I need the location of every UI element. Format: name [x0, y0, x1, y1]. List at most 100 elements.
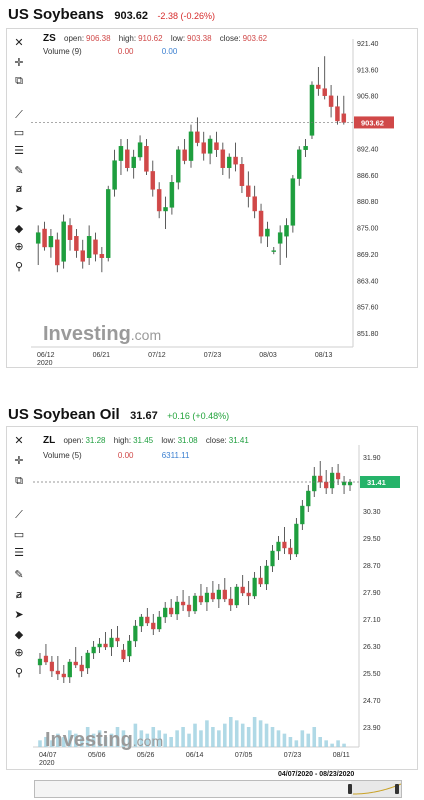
- investing-watermark: Investing.com: [45, 729, 163, 752]
- navigator-scrollbar[interactable]: [34, 780, 402, 798]
- y-tick-label: 24.70: [363, 698, 381, 705]
- high-value: 910.62: [138, 34, 163, 43]
- candle-body: [109, 637, 114, 648]
- crosshair-icon[interactable]: ✛: [14, 56, 24, 69]
- candle-body: [118, 145, 124, 161]
- price-change: -2.38 (-0.26%): [157, 11, 215, 21]
- x-tick-label: 06/21: [93, 352, 111, 359]
- close-icon[interactable]: ✕: [14, 36, 24, 49]
- volume-bar: [217, 730, 221, 747]
- close-icon[interactable]: ✕: [14, 434, 24, 447]
- candle-body: [198, 595, 204, 603]
- zoom-icon[interactable]: ⚲: [14, 666, 24, 679]
- candle-body: [306, 490, 311, 507]
- volume-bar: [127, 737, 132, 747]
- trend-line-icon[interactable]: ⟋: [15, 508, 23, 521]
- y-tick-label: 27.10: [363, 617, 381, 624]
- x-tick-label: 07/12: [148, 352, 166, 359]
- candle-body: [145, 616, 150, 624]
- candle-body: [347, 481, 353, 486]
- volume-label: Volume (5): [43, 451, 82, 460]
- high-label: high:: [113, 436, 132, 445]
- y-tick-label: 26.30: [363, 644, 381, 651]
- candle-body: [265, 228, 270, 237]
- brush-icon[interactable]: ✎: [14, 568, 24, 581]
- close-value: 903.62: [242, 34, 268, 43]
- volume-bar: [181, 727, 185, 747]
- rectangle-icon[interactable]: ▭: [13, 528, 25, 541]
- candle-body: [207, 138, 213, 154]
- last-price: 31.67: [130, 410, 158, 422]
- zoom-icon[interactable]: ⚲: [14, 260, 24, 273]
- high-label: high:: [118, 34, 137, 43]
- fib-icon[interactable]: ☰: [14, 546, 24, 559]
- candle-body: [125, 149, 130, 169]
- volume-value-1: 0.00: [117, 47, 134, 56]
- x-tick-label: 06/12: [37, 352, 55, 359]
- candle-body: [201, 142, 206, 154]
- candle-body: [133, 625, 138, 642]
- candle-body: [216, 589, 221, 600]
- arrow-icon[interactable]: ➤: [14, 608, 24, 621]
- watermark-suffix: .com: [132, 733, 164, 749]
- arrow-icon[interactable]: ➤: [14, 202, 24, 215]
- candle-body: [297, 149, 302, 179]
- compare-icon[interactable]: ⧉: [15, 74, 23, 87]
- candle-body: [312, 475, 317, 492]
- candle-body: [204, 592, 210, 603]
- fib-icon[interactable]: ☰: [14, 144, 24, 157]
- marker-icon[interactable]: ◆: [14, 628, 24, 641]
- volume-bar: [56, 733, 60, 747]
- candle-body: [67, 661, 72, 678]
- y-tick-label: 851.80: [357, 331, 379, 338]
- volume-bar: [294, 740, 299, 747]
- candle-body: [226, 156, 232, 169]
- volume-bar: [44, 737, 48, 747]
- text-icon[interactable]: ⱥ: [15, 182, 23, 195]
- candle-body: [85, 652, 90, 669]
- candle-body: [127, 640, 132, 657]
- volume-bar: [258, 720, 263, 747]
- instrument-title: US Soybeans: [8, 6, 104, 23]
- candle-body: [93, 239, 98, 255]
- compare-icon[interactable]: ⧉: [15, 474, 23, 487]
- y-tick-label: 25.50: [363, 671, 381, 678]
- chart-container[interactable]: ✕ ✛ ⧉ ⟋ ▭ ☰ ✎ ⱥ ➤ ◆ ⊕ ⚲ ZL open: 31.28 hi…: [6, 426, 418, 770]
- volume-bar: [276, 730, 281, 747]
- candle-body: [180, 601, 186, 606]
- volume-bar: [300, 730, 305, 747]
- candle-body: [228, 598, 233, 606]
- candle-body: [37, 658, 43, 666]
- candle-body: [276, 541, 281, 552]
- navigator-right-handle: [395, 784, 399, 794]
- open-value: 31.28: [85, 436, 106, 445]
- chart-container[interactable]: ✕ ✛ ⧉ ⟋ ▭ ☰ ✎ ⱥ ➤ ◆ ⊕ ⚲ ZS open: 906.38 h…: [6, 28, 418, 368]
- soybean-oil-chart-svg[interactable]: 31.9031.1030.3029.5028.7027.9027.1026.30…: [7, 427, 415, 767]
- x-tick-label: 2020: [37, 360, 53, 365]
- rectangle-icon[interactable]: ▭: [13, 126, 25, 139]
- candle-body: [210, 592, 215, 600]
- brush-icon[interactable]: ✎: [14, 164, 24, 177]
- volume-value-1: 0.00: [117, 451, 134, 460]
- magnet-icon[interactable]: ⊕: [14, 240, 24, 253]
- navigator-svg[interactable]: [35, 781, 401, 797]
- trend-line-icon[interactable]: ⟋: [15, 108, 23, 121]
- volume-bar: [270, 727, 275, 747]
- x-tick-label: 04/07: [39, 752, 57, 759]
- soybeans-chart-svg[interactable]: 921.40913.60905.80898.00892.40886.60880.…: [7, 29, 415, 365]
- crosshair-icon[interactable]: ✛: [14, 454, 24, 467]
- magnet-icon[interactable]: ⊕: [14, 646, 24, 659]
- marker-icon[interactable]: ◆: [14, 222, 24, 235]
- y-tick-label: 869.20: [357, 252, 379, 259]
- text-icon[interactable]: ⱥ: [15, 588, 23, 601]
- candle-body: [300, 505, 305, 525]
- watermark-text: Investing: [45, 729, 133, 751]
- instrument-title: US Soybean Oil: [8, 406, 120, 423]
- candle-body: [67, 225, 73, 240]
- open-label: open:: [64, 34, 85, 43]
- candle-body: [55, 239, 60, 266]
- candle-body: [341, 113, 347, 123]
- y-tick-label: 892.40: [357, 146, 379, 153]
- candle-body: [324, 481, 329, 489]
- candle-body: [214, 142, 219, 150]
